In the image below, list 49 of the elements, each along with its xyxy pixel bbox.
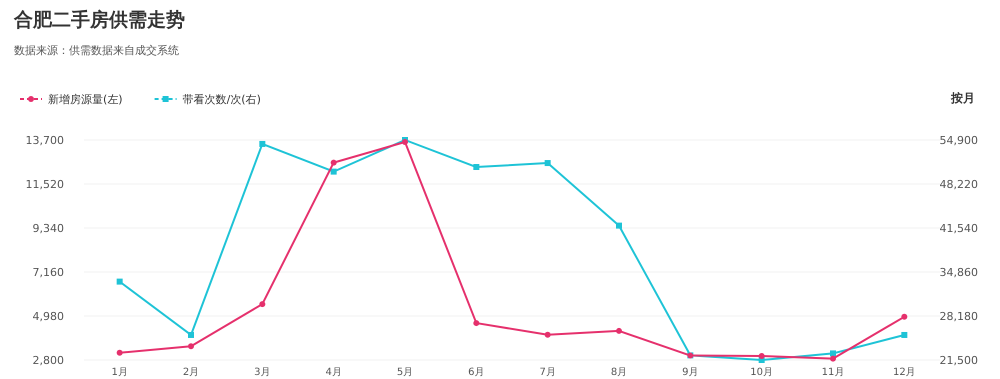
y-tick-label: 4,980 (32, 310, 64, 323)
x-tick-label: 6月 (468, 367, 485, 378)
point (616, 222, 622, 229)
point (188, 343, 194, 350)
point (544, 160, 551, 166)
point (830, 356, 836, 362)
point (188, 332, 194, 338)
point (544, 332, 551, 338)
point (616, 328, 622, 334)
point (473, 164, 480, 170)
chart-title: 合肥二手房供需走势 (13, 9, 185, 31)
x-tick-label: 8月 (610, 367, 628, 378)
x-tick-label: 5月 (396, 367, 414, 378)
x-tick-label: 9月 (682, 367, 699, 378)
y2-tick-label: 34,860 (940, 266, 978, 279)
y2-tick-label: 48,220 (940, 178, 978, 191)
point (259, 140, 266, 147)
point (116, 350, 123, 356)
point (259, 301, 266, 308)
y-tick-label: 9,340 (32, 222, 64, 235)
x-tick-label: 2月 (182, 367, 200, 378)
legend-label: 新增房源量(左) (48, 93, 123, 106)
x-tick-label: 11月 (822, 367, 844, 378)
point (901, 314, 908, 320)
x-tick-label: 7月 (539, 367, 556, 378)
x-tick-label: 12月 (892, 367, 916, 378)
point (473, 320, 480, 326)
y-tick-label: 13,700 (26, 134, 64, 147)
x-tick-label: 1月 (111, 367, 128, 378)
y2-tick-label: 41,540 (940, 222, 978, 235)
point (402, 139, 408, 146)
y2-tick-label: 28,180 (940, 310, 978, 323)
y-tick-label: 2,800 (32, 354, 64, 367)
y-tick-label: 7,160 (32, 266, 64, 279)
x-tick-label: 3月 (254, 367, 271, 378)
y2-tick-label: 54,900 (940, 134, 978, 147)
point (330, 160, 337, 166)
y2-tick-label: 21,500 (940, 354, 978, 367)
y-tick-label: 11,520 (26, 178, 64, 191)
legend-label: 带看次数/次(右) (182, 93, 261, 106)
text: 按月 (950, 91, 975, 105)
point (330, 168, 337, 175)
point (901, 332, 908, 338)
point (116, 278, 123, 285)
chart-subtitle: 数据来源：供需数据来自成交系统 (14, 44, 179, 57)
point (758, 352, 765, 359)
point (830, 350, 836, 356)
x-tick-label: 10月 (750, 367, 774, 378)
x-tick-label: 4月 (325, 367, 342, 378)
